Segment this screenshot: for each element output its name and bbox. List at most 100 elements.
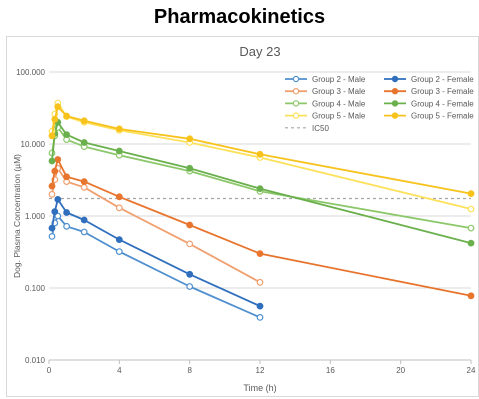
legend-label: Group 3 - Female <box>411 87 474 96</box>
data-point <box>51 167 59 175</box>
data-point <box>467 190 475 198</box>
x-tick-label: 16 <box>326 366 335 375</box>
y-tick-label: 10.000 <box>21 140 46 149</box>
page-heading: Pharmacokinetics <box>153 6 326 28</box>
data-point <box>51 115 59 123</box>
data-point <box>48 157 56 165</box>
data-point <box>48 132 56 140</box>
data-point <box>186 283 194 290</box>
data-point <box>115 204 123 212</box>
x-tick-label: 12 <box>256 366 265 375</box>
x-tick-label: 4 <box>117 366 122 375</box>
data-point <box>115 236 123 244</box>
data-point <box>54 195 62 203</box>
data-point <box>80 228 88 236</box>
legend-item: Group 5 - Male <box>285 112 366 121</box>
legend-label: Group 2 - Female <box>411 75 474 84</box>
data-point <box>115 147 123 155</box>
legend-swatch-marker <box>292 100 300 107</box>
x-tick-label: 0 <box>47 366 52 375</box>
legend-swatch-marker <box>292 87 300 95</box>
series-group-3-female <box>48 156 475 300</box>
data-point <box>256 150 264 158</box>
data-point <box>80 117 88 125</box>
data-point <box>256 250 264 258</box>
series-group-4-male <box>48 123 475 232</box>
axis-layer: 0.010 0.100 1.000 10.000 100.000 0 4 8 12 16 20 24 <box>16 68 476 375</box>
x-tick-label: 8 <box>187 366 192 375</box>
series-group-3-male <box>48 164 264 286</box>
data-point <box>80 183 88 191</box>
y-tick-label: 100.000 <box>16 68 45 77</box>
x-axis-label: Time (h) <box>243 383 276 393</box>
data-point <box>63 209 70 216</box>
legend-label: Group 4 - Male <box>312 99 366 108</box>
data-point <box>186 240 194 248</box>
x-tick-label: 24 <box>467 366 476 375</box>
legend-label: Group 5 - Male <box>312 112 366 121</box>
legend-item: Group 3 - Female <box>384 87 474 96</box>
legend-item-ic50: IC50 <box>285 124 329 133</box>
data-point <box>48 224 56 232</box>
legend-item: Group 4 - Male <box>285 99 366 108</box>
legend-label: Group 4 - Female <box>411 99 474 108</box>
data-point <box>115 248 123 256</box>
series-group-5-female <box>48 103 475 198</box>
data-point <box>467 292 475 300</box>
legend-swatch-marker <box>391 75 399 83</box>
legend-item: Group 2 - Male <box>285 75 366 84</box>
legend-item: Group 2 - Female <box>384 75 474 84</box>
data-point <box>63 112 70 120</box>
legend-swatch-marker <box>391 100 399 107</box>
data-point <box>48 190 56 198</box>
data-point <box>63 222 70 230</box>
data-point <box>80 178 88 186</box>
legend-swatch-marker <box>292 75 300 83</box>
series-group-2-male <box>48 212 264 321</box>
data-point <box>63 131 70 139</box>
series-group-4-female <box>48 118 475 247</box>
y-tick-label: 0.100 <box>25 284 46 293</box>
data-point <box>186 270 194 278</box>
data-point <box>186 135 194 143</box>
legend-swatch-marker <box>292 112 300 119</box>
x-tick-label: 20 <box>396 366 405 375</box>
data-point <box>115 125 123 133</box>
series-line <box>51 198 261 307</box>
legend-label: Group 2 - Male <box>312 75 366 84</box>
series-line <box>51 126 472 229</box>
series-layer <box>48 99 475 321</box>
data-point <box>256 185 264 193</box>
data-point <box>115 193 123 201</box>
data-point <box>80 216 88 224</box>
data-point <box>256 302 264 310</box>
data-point <box>80 139 88 146</box>
data-point <box>467 205 475 213</box>
legend-label: Group 3 - Male <box>312 87 366 96</box>
y-axis-label: Dog. Plasma Concentration (µM) <box>12 154 22 278</box>
y-tick-label: 1.000 <box>25 212 46 221</box>
data-point <box>467 224 475 232</box>
data-point <box>186 164 194 172</box>
data-point <box>54 156 62 163</box>
data-point <box>256 278 264 286</box>
data-point <box>63 173 70 181</box>
legend-label: Group 5 - Female <box>411 112 474 121</box>
y-tick-label: 0.010 <box>25 356 46 365</box>
data-point <box>48 182 56 190</box>
legend-item: Group 3 - Male <box>285 87 366 96</box>
legend-swatch-marker <box>391 87 399 95</box>
legend: Group 2 - Male Group 2 - Female Group 3 - … <box>285 75 474 133</box>
data-point <box>186 221 194 229</box>
data-point <box>54 103 62 111</box>
legend-item: Group 5 - Female <box>384 112 474 121</box>
data-point <box>48 232 56 240</box>
legend-item: Group 4 - Female <box>384 99 474 108</box>
legend-swatch-marker <box>391 112 399 119</box>
data-point <box>51 208 59 216</box>
data-point <box>467 239 475 247</box>
legend-label: IC50 <box>312 124 329 133</box>
series-group-2-female <box>48 195 264 310</box>
data-point <box>256 314 264 321</box>
